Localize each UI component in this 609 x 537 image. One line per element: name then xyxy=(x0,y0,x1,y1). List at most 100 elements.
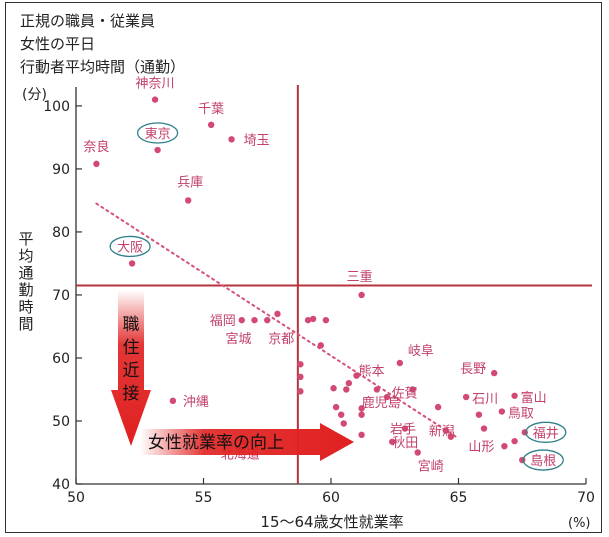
point-label: 宮城 xyxy=(225,331,251,347)
x-tick-label: 70 xyxy=(577,490,595,506)
scatter-point xyxy=(358,411,365,418)
point-label: 沖縄 xyxy=(183,395,209,410)
point-label: 千葉 xyxy=(198,102,224,117)
chart-title-line-1: 正規の職員・従業員 xyxy=(20,12,155,30)
scatter-point xyxy=(511,392,518,399)
circled-label-outline xyxy=(525,421,567,443)
scatter-point xyxy=(521,429,528,436)
x-unit-label: (%) xyxy=(568,516,591,531)
x-axis-label: 15～64歳女性就業率 xyxy=(260,513,403,531)
scatter-point xyxy=(251,316,258,324)
scatter-point xyxy=(297,361,304,368)
scatter-point xyxy=(332,403,340,411)
point-label: 佐賀 xyxy=(392,386,418,401)
scatter-point xyxy=(343,386,350,393)
scatter-point xyxy=(345,379,353,387)
point-label: 大阪 xyxy=(117,240,143,255)
scatter-point xyxy=(304,316,312,324)
scatter-point xyxy=(383,393,391,401)
y-tick-label: 90 xyxy=(52,162,70,178)
scatter-point xyxy=(396,359,404,367)
scatter-point xyxy=(264,316,271,324)
arrow-right-annotation: 女性就業率の向上 xyxy=(140,423,354,461)
scatter-point xyxy=(154,146,161,154)
scatter-point xyxy=(169,397,177,405)
scatter-point xyxy=(442,427,449,434)
arrow-right-text: 女性就業率の向上 xyxy=(148,433,284,453)
point-label: 福岡 xyxy=(210,314,236,329)
scatter-point xyxy=(511,437,518,445)
scatter-point xyxy=(414,449,421,456)
arrow-down-text-char: 接 xyxy=(123,384,140,404)
point-label: 兵庫 xyxy=(177,175,203,190)
scatter-point xyxy=(447,433,455,440)
point-label: 岩手 xyxy=(390,423,416,438)
scatter-point xyxy=(309,315,317,323)
y-tick-label: 60 xyxy=(52,351,70,367)
arrow-right-shape xyxy=(140,423,354,461)
scatter-point xyxy=(128,260,136,267)
point-label: 鳥取 xyxy=(508,407,534,422)
scatter-point xyxy=(480,425,488,432)
circled-label-outline xyxy=(136,122,179,144)
point-label: 神奈川 xyxy=(136,77,175,92)
scatter-point xyxy=(434,403,442,411)
scatter-point xyxy=(409,386,416,393)
arrow-down-text-char: 住 xyxy=(123,338,140,358)
scatter-point xyxy=(297,373,304,381)
y-tick-label: 50 xyxy=(52,414,70,430)
scatter-point xyxy=(330,385,337,392)
point-label: 熊本 xyxy=(359,364,385,380)
point-label: 三重 xyxy=(347,269,373,285)
scatter-point xyxy=(358,431,365,439)
scatter-point xyxy=(297,388,304,395)
arrow-down-text-char: 職 xyxy=(123,315,140,335)
scatter-point xyxy=(238,316,245,324)
scatter-point xyxy=(373,386,381,393)
circled-label-outline xyxy=(109,235,151,258)
circled-label-outline xyxy=(522,449,564,471)
scatter-point xyxy=(338,411,345,418)
scatter-point xyxy=(389,438,396,445)
point-label: 秋田 xyxy=(392,436,418,451)
trend-line xyxy=(95,202,457,438)
y-tick-label: 40 xyxy=(52,477,70,493)
scatter-point xyxy=(358,405,365,412)
chart-title-line-3: 行動者平均時間（通勤） xyxy=(20,58,185,76)
point-label: 長野 xyxy=(460,362,486,377)
scatter-point xyxy=(519,456,526,464)
y-axis-label: 平均通勤時間 xyxy=(18,230,33,333)
y-tick-label: 80 xyxy=(52,225,70,241)
point-label: 山形 xyxy=(468,440,494,455)
scatter-point xyxy=(93,160,100,168)
scatter-point xyxy=(498,408,506,415)
point-label: 京都 xyxy=(268,332,294,347)
scatter-point xyxy=(358,291,365,299)
scatter-point xyxy=(317,342,324,349)
scatter-point xyxy=(151,96,159,103)
scatter-point xyxy=(401,425,409,432)
y-tick-label: 100 xyxy=(43,99,70,115)
y-unit-label: (分) xyxy=(22,87,47,103)
x-tick-label: 65 xyxy=(450,490,468,506)
scatter-point xyxy=(322,316,330,324)
scatter-point xyxy=(274,310,281,318)
point-label: 富山 xyxy=(521,390,547,406)
scatter-point xyxy=(207,121,215,129)
x-tick-label: 60 xyxy=(322,490,340,506)
scatter-point xyxy=(491,369,498,377)
chart-frame xyxy=(5,2,602,533)
point-label: 埼玉 xyxy=(244,133,270,148)
point-label: 宮崎 xyxy=(418,458,444,474)
x-tick-label: 50 xyxy=(67,490,85,506)
arrow-down-text-char: 近 xyxy=(123,361,140,381)
scatter-point xyxy=(340,420,347,427)
arrow-down-shape xyxy=(111,290,151,446)
point-label: 岐阜 xyxy=(408,343,434,359)
scatter-point xyxy=(228,136,235,143)
point-label: 東京 xyxy=(145,126,171,142)
scatter-point xyxy=(185,197,192,204)
y-tick-label: 70 xyxy=(52,288,70,304)
